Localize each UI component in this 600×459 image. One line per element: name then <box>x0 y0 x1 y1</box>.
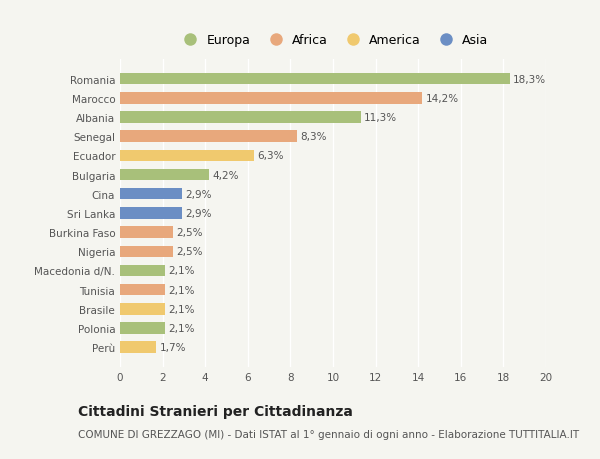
Bar <box>120 323 165 334</box>
Bar <box>120 93 422 104</box>
Text: 2,1%: 2,1% <box>168 285 194 295</box>
Bar <box>120 284 165 296</box>
Text: 2,5%: 2,5% <box>176 228 203 238</box>
Text: 1,7%: 1,7% <box>160 342 186 353</box>
Text: 11,3%: 11,3% <box>364 113 397 123</box>
Text: 2,9%: 2,9% <box>185 189 211 199</box>
Text: 2,5%: 2,5% <box>176 247 203 257</box>
Text: Cittadini Stranieri per Cittadinanza: Cittadini Stranieri per Cittadinanza <box>78 404 353 419</box>
Text: COMUNE DI GREZZAGO (MI) - Dati ISTAT al 1° gennaio di ogni anno - Elaborazione T: COMUNE DI GREZZAGO (MI) - Dati ISTAT al … <box>78 429 579 439</box>
Bar <box>120 73 510 85</box>
Legend: Europa, Africa, America, Asia: Europa, Africa, America, Asia <box>173 29 493 52</box>
Bar <box>120 169 209 181</box>
Text: 2,1%: 2,1% <box>168 266 194 276</box>
Bar <box>120 227 173 238</box>
Bar <box>120 342 156 353</box>
Bar <box>120 112 361 123</box>
Text: 2,1%: 2,1% <box>168 323 194 333</box>
Text: 2,9%: 2,9% <box>185 208 211 218</box>
Bar <box>120 246 173 257</box>
Bar <box>120 189 182 200</box>
Text: 2,1%: 2,1% <box>168 304 194 314</box>
Text: 8,3%: 8,3% <box>300 132 326 142</box>
Text: 18,3%: 18,3% <box>513 74 546 84</box>
Bar <box>120 150 254 162</box>
Bar <box>120 131 297 143</box>
Bar <box>120 265 165 277</box>
Text: 6,3%: 6,3% <box>257 151 284 161</box>
Bar <box>120 303 165 315</box>
Text: 4,2%: 4,2% <box>212 170 239 180</box>
Bar <box>120 207 182 219</box>
Text: 14,2%: 14,2% <box>425 94 459 104</box>
